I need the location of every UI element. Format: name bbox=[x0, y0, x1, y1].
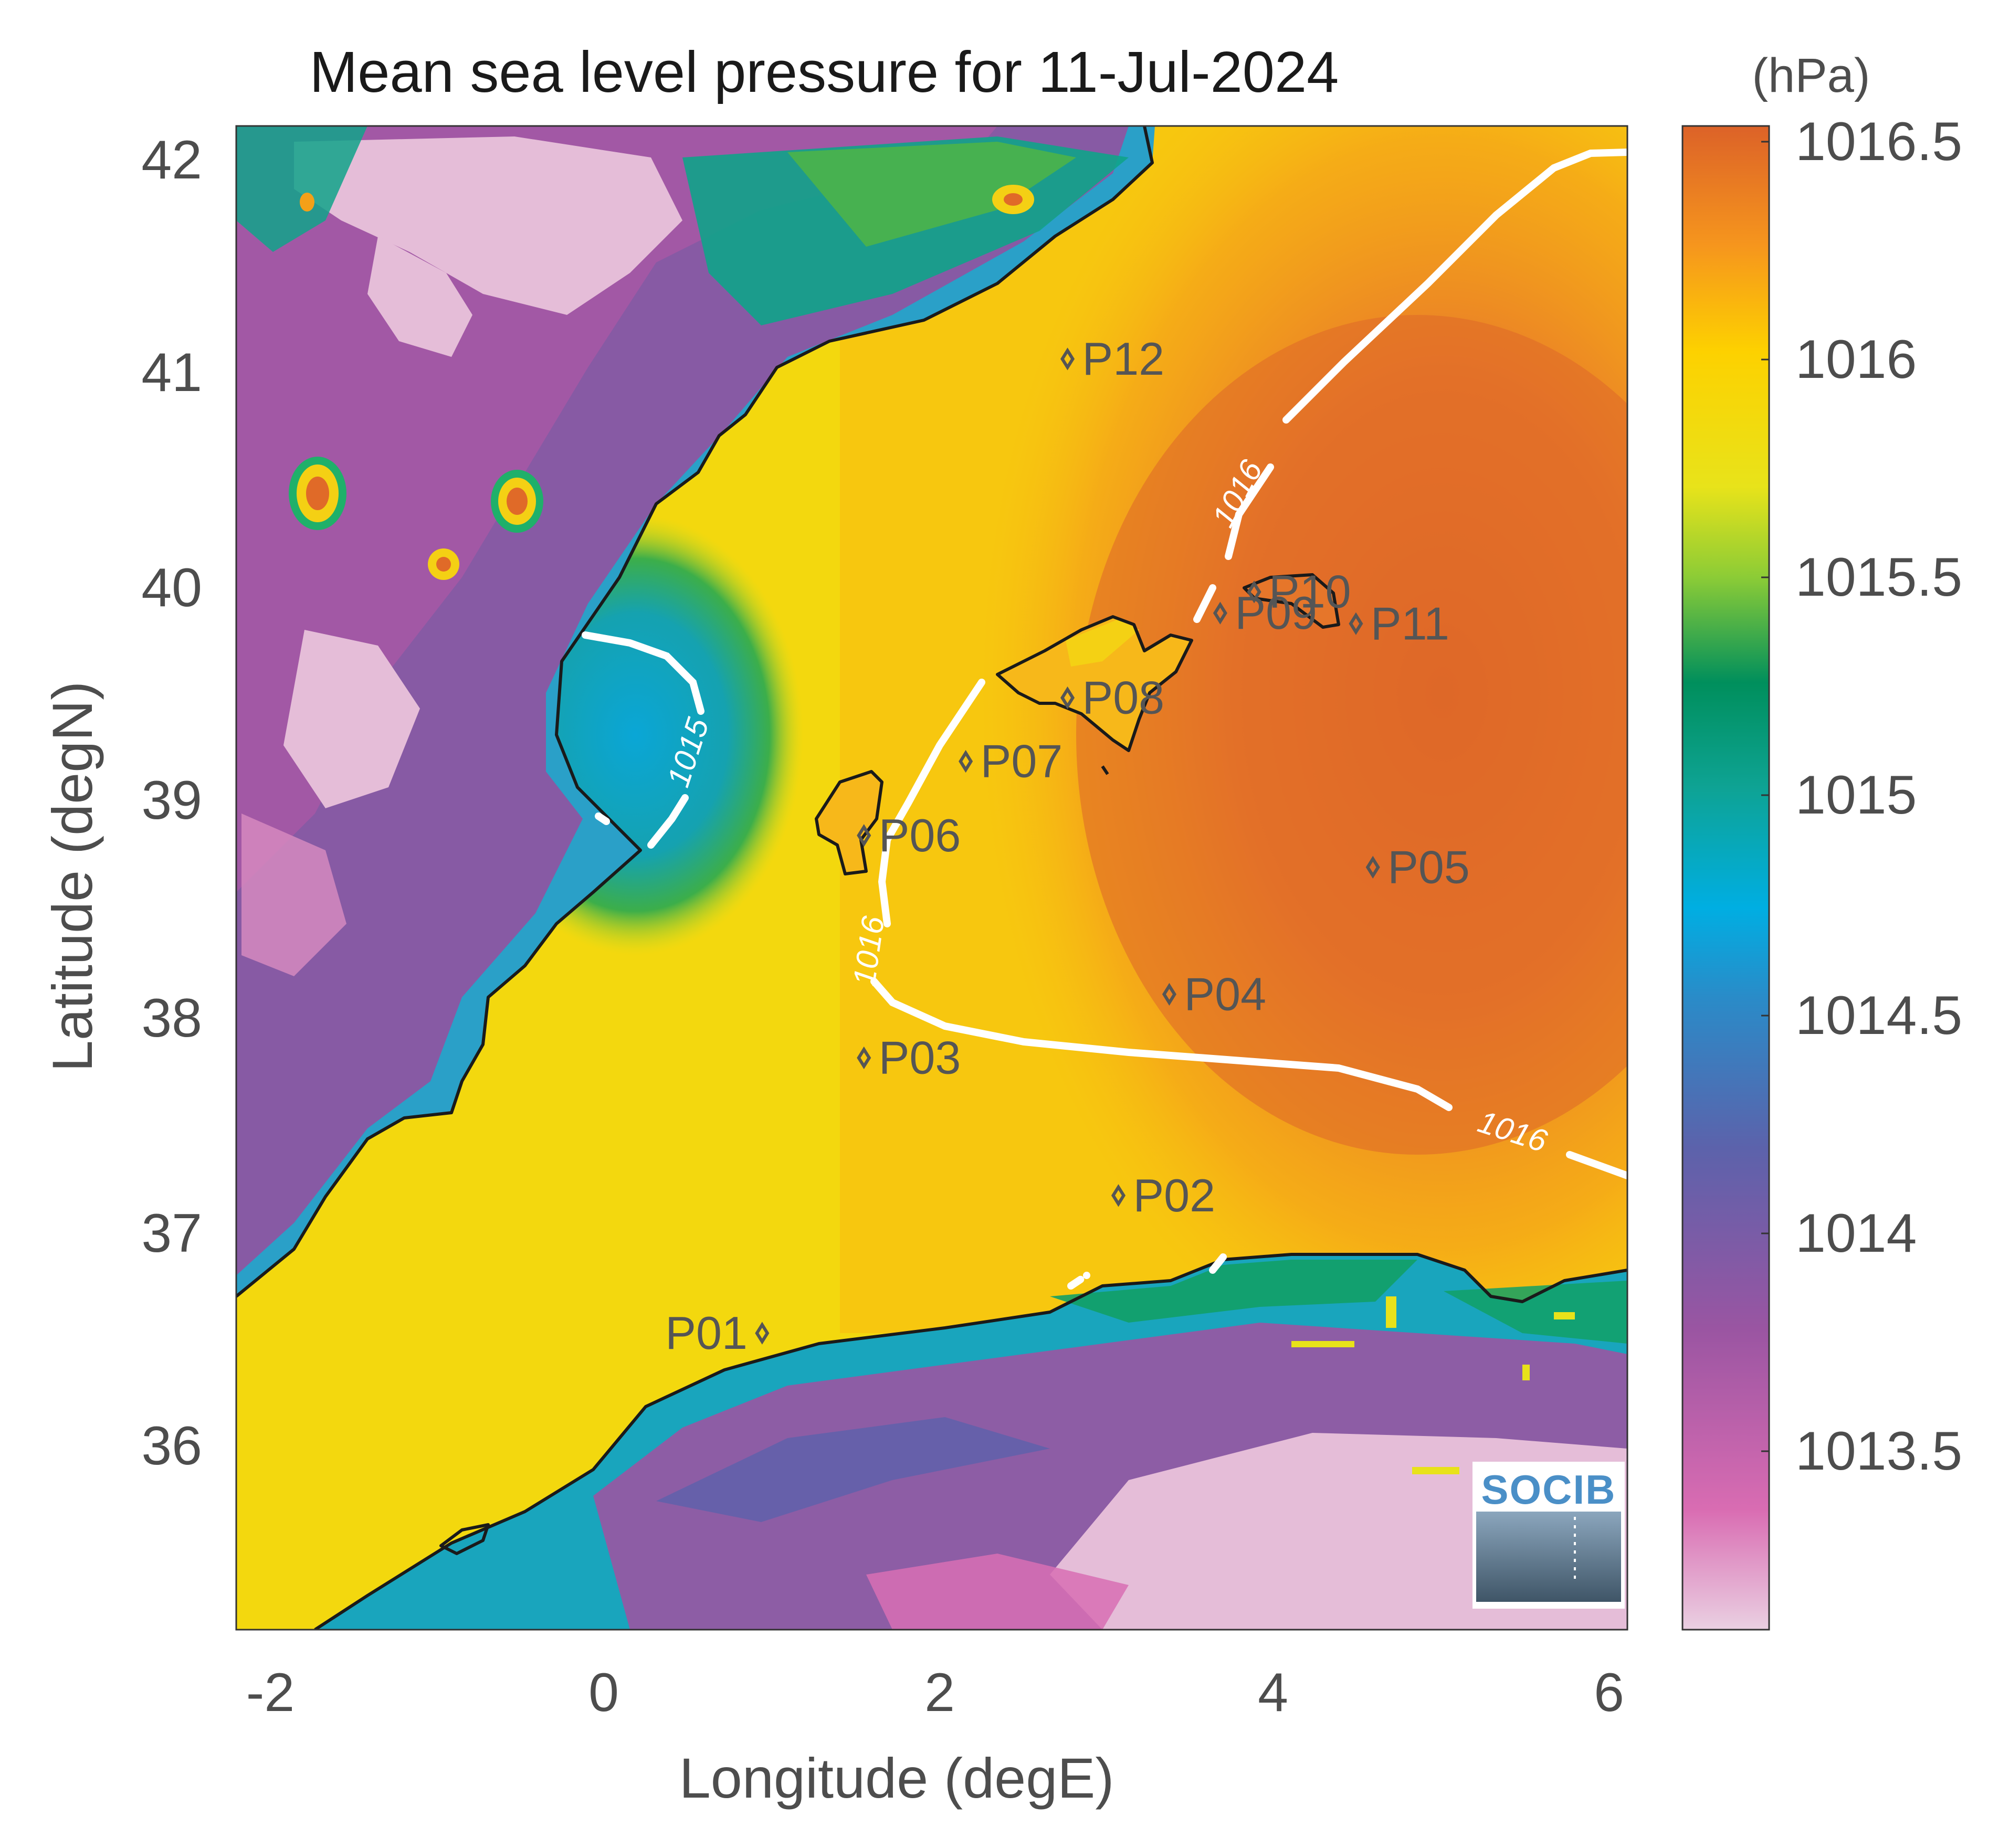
y-axis-label: Latitude (degN) bbox=[40, 681, 104, 1072]
colorbar-tick-label: 1016.5 bbox=[1795, 111, 1962, 172]
x-axis: -2 0 2 4 6 Longitude (degE) bbox=[246, 1662, 1624, 1810]
station-label-p09: P09 bbox=[1235, 587, 1317, 639]
colorbar-tick-label: 1016 bbox=[1795, 329, 1917, 390]
station-marker-p04 bbox=[1162, 983, 1176, 1006]
colorbar-tick-label: 1014 bbox=[1795, 1203, 1917, 1264]
station-marker-p12 bbox=[1060, 347, 1075, 371]
x-tick-label: 2 bbox=[924, 1662, 955, 1723]
station-marker-p02 bbox=[1111, 1184, 1126, 1207]
station-marker-p10 bbox=[1247, 580, 1261, 604]
island-menorca bbox=[1244, 575, 1339, 627]
map-title: Mean sea level pressure for 11-Jul-2024 bbox=[310, 40, 1339, 104]
colorbar-gradient bbox=[1681, 125, 1770, 1631]
x-tick-label: 0 bbox=[588, 1662, 619, 1723]
station-label-p04: P04 bbox=[1184, 968, 1266, 1020]
station-marker-p07 bbox=[959, 749, 973, 773]
socib-logo-text: SOCIB bbox=[1481, 1466, 1616, 1513]
plot-frame bbox=[235, 125, 1628, 1631]
y-tick-label: 40 bbox=[141, 557, 202, 618]
station-marker-p11 bbox=[1349, 612, 1363, 635]
station-label-p07: P07 bbox=[981, 735, 1063, 787]
y-tick-label: 42 bbox=[141, 130, 202, 191]
colorbar-tick-label: 1013.5 bbox=[1795, 1421, 1962, 1482]
colorbar-tick-label: 1015.5 bbox=[1795, 547, 1962, 608]
map-plot: 1016 1015 1016 1016 P01P02P03P04P05P06P0… bbox=[236, 126, 1627, 1630]
colorbar-unit: (hPa) bbox=[1752, 49, 1870, 102]
colorbar-tick-label: 1015 bbox=[1795, 765, 1917, 826]
station-label-p11: P11 bbox=[1371, 597, 1449, 649]
station-label-p02: P02 bbox=[1133, 1169, 1215, 1221]
x-axis-label: Longitude (degE) bbox=[679, 1746, 1114, 1810]
station-marker-p06 bbox=[857, 824, 871, 847]
contour-1016-north bbox=[1282, 149, 1627, 424]
contour-1016-south bbox=[878, 679, 985, 927]
y-tick-label: 36 bbox=[141, 1416, 202, 1476]
station-label-p12: P12 bbox=[1082, 333, 1165, 385]
station-label-p10: P10 bbox=[1269, 566, 1351, 618]
pressure-contours bbox=[582, 149, 1627, 1290]
station-label-p03: P03 bbox=[879, 1031, 961, 1083]
station-label-p08: P08 bbox=[1082, 672, 1165, 724]
station-marker-p03 bbox=[857, 1046, 871, 1070]
station-label-p01: P01 bbox=[665, 1307, 748, 1359]
station-marker-p05 bbox=[1365, 856, 1380, 879]
y-tick-label: 37 bbox=[141, 1203, 202, 1264]
x-tick-label: -2 bbox=[246, 1662, 294, 1723]
contour-1015 bbox=[582, 631, 704, 715]
station-marker-p01 bbox=[755, 1322, 770, 1345]
station-label-p05: P05 bbox=[1387, 841, 1470, 893]
colorbar-tick-label: 1014.5 bbox=[1795, 985, 1962, 1046]
station-marker-p08 bbox=[1060, 686, 1075, 710]
coastlines bbox=[236, 126, 1627, 1630]
island-ibiza bbox=[816, 772, 882, 874]
x-tick-label: 4 bbox=[1258, 1662, 1288, 1723]
socib-logo: SOCIB bbox=[1472, 1462, 1625, 1609]
y-tick-label: 41 bbox=[141, 342, 202, 403]
y-tick-label: 39 bbox=[141, 770, 202, 831]
y-axis: 42 41 40 39 38 37 36 Latitude (degN) bbox=[40, 130, 202, 1476]
colorbar: 1016.5 1016 1015.5 1015 1014.5 1014 1013… bbox=[1681, 111, 1962, 1631]
x-tick-label: 6 bbox=[1594, 1662, 1624, 1723]
y-tick-label: 38 bbox=[141, 988, 202, 1049]
station-label-p06: P06 bbox=[879, 809, 961, 861]
station-marker-p09 bbox=[1213, 601, 1227, 625]
